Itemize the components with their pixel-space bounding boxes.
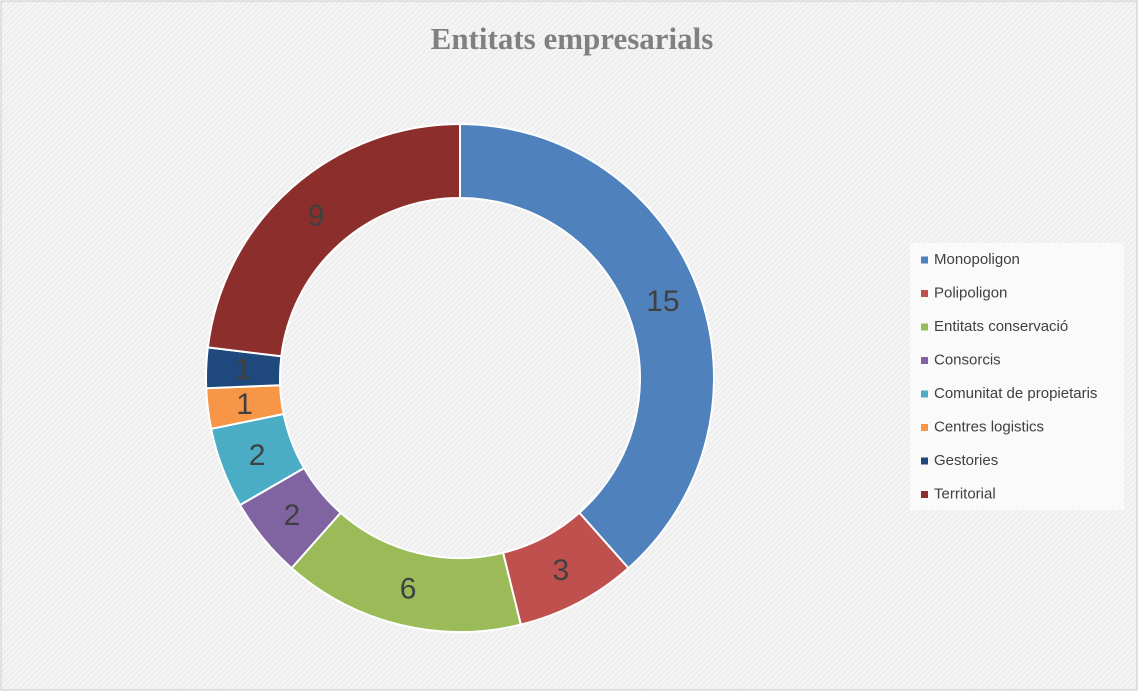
legend-label: Territorial [934,485,996,502]
data-label: 15 [646,285,679,318]
legend-marker [921,424,928,431]
data-label: 9 [308,199,325,232]
data-label: 6 [400,573,417,606]
legend-marker [921,491,928,498]
legend-box [910,243,1124,510]
data-label: 2 [249,439,266,472]
legend-label: Gestories [934,452,998,469]
legend-marker [921,357,928,364]
legend-label: Polipoligon [934,284,1007,301]
donut-slice [459,122,715,570]
legend-label: Monopoligon [934,251,1020,268]
legend-label: Centres logistics [934,418,1044,435]
chart-title: Entitats empresarials [431,21,714,56]
legend-label: Comunitat de propietaris [934,385,1097,402]
legend-label: Entitats conservació [934,318,1068,335]
legend-marker [921,390,928,398]
legend-marker [921,290,928,297]
legend-marker [921,457,928,465]
data-label: 2 [284,499,301,532]
data-label: 1 [235,353,252,386]
donut-slice [206,122,461,358]
legend-marker [921,323,928,331]
legend-marker [921,256,928,264]
data-label: 3 [553,554,570,587]
data-label: 1 [236,388,253,421]
legend-label: Consorcis [934,351,1001,368]
